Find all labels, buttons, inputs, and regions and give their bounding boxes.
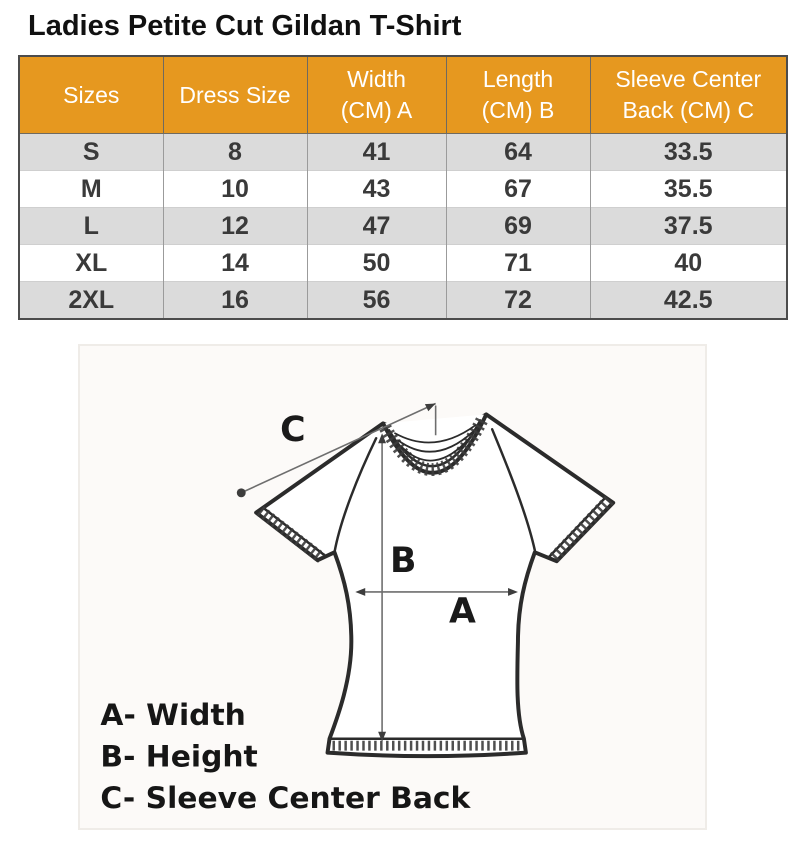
table-cell: 47 [306,207,447,245]
table-cell: L [18,207,164,245]
table-cell: 71 [445,244,591,282]
tshirt-outline [254,412,616,759]
table-cell: 12 [162,207,308,245]
table-cell: 14 [162,244,308,282]
label-a: A [449,592,476,632]
table-row: M 10 43 67 35.5 [18,170,788,208]
table-row: S 8 41 64 33.5 [18,133,788,171]
table-cell: XL [18,244,164,282]
table-cell: 69 [445,207,591,245]
right-armhole-seam [490,428,537,552]
left-armhole-seam [333,436,378,554]
legend-line-width: A- Width [100,698,245,733]
table-cell: 16 [162,281,308,319]
size-chart-table: Sizes Dress Size Width (CM) A Length (CM) B… [18,55,788,320]
legend-line-height: B- Height [100,740,257,775]
header-row: Sizes Dress Size Width (CM) A Length (CM) B… [18,55,788,134]
table-cell: 10 [162,170,308,208]
table-row: 2XL 16 56 72 42.5 [18,281,788,319]
table-cell: 8 [162,133,308,171]
label-b: B [390,541,416,581]
table-row: L 12 47 69 37.5 [18,207,788,245]
table-cell: 37.5 [589,207,788,245]
table-cell: 50 [306,244,447,282]
table-cell: 33.5 [589,133,788,171]
label-c: C [280,410,305,450]
table-cell: 35.5 [589,170,788,208]
collar [379,413,490,476]
column-header: Sizes [18,55,164,134]
table-cell: 67 [445,170,591,208]
column-header: Sleeve Center Back (CM) C [589,55,788,134]
column-header: Width (CM) A [306,55,447,134]
table-cell: 64 [445,133,591,171]
measurement-arrow-c [236,402,437,498]
table-cell: S [18,133,164,171]
table-cell: 43 [306,170,447,208]
legend-line-sleeve: C- Sleeve Center Back [100,781,471,816]
table-cell: 41 [306,133,447,171]
table-cell: M [18,170,164,208]
right-cuff-seam [548,496,607,558]
table-header: Sizes Dress Size Width (CM) A Length (CM) B… [18,55,788,134]
column-header: Dress Size [162,55,308,134]
tshirt-drawing [254,412,616,759]
page-title: Ladies Petite Cut Gildan T-Shirt [28,10,462,42]
table-row: XL 14 50 71 40 [18,244,788,282]
measurement-arrow-a [355,587,518,596]
table-cell: 56 [306,281,447,319]
left-sleeve-cuff [256,505,326,563]
right-sleeve-cuff [549,495,614,563]
column-header: Length (CM) B [445,55,591,134]
measurement-diagram: C B A A- Width B- Height C- Sleeve Cente… [78,344,707,830]
measurement-arrow-b [378,433,387,742]
table-body: S 8 41 64 33.5 M 10 43 67 35.5 L 12 47 69 37.5 XL 14 50 71… [18,133,788,319]
table-cell: 2XL [18,281,164,319]
table-cell: 72 [445,281,591,319]
table-cell: 42.5 [589,281,788,319]
table-cell: 40 [589,244,788,282]
